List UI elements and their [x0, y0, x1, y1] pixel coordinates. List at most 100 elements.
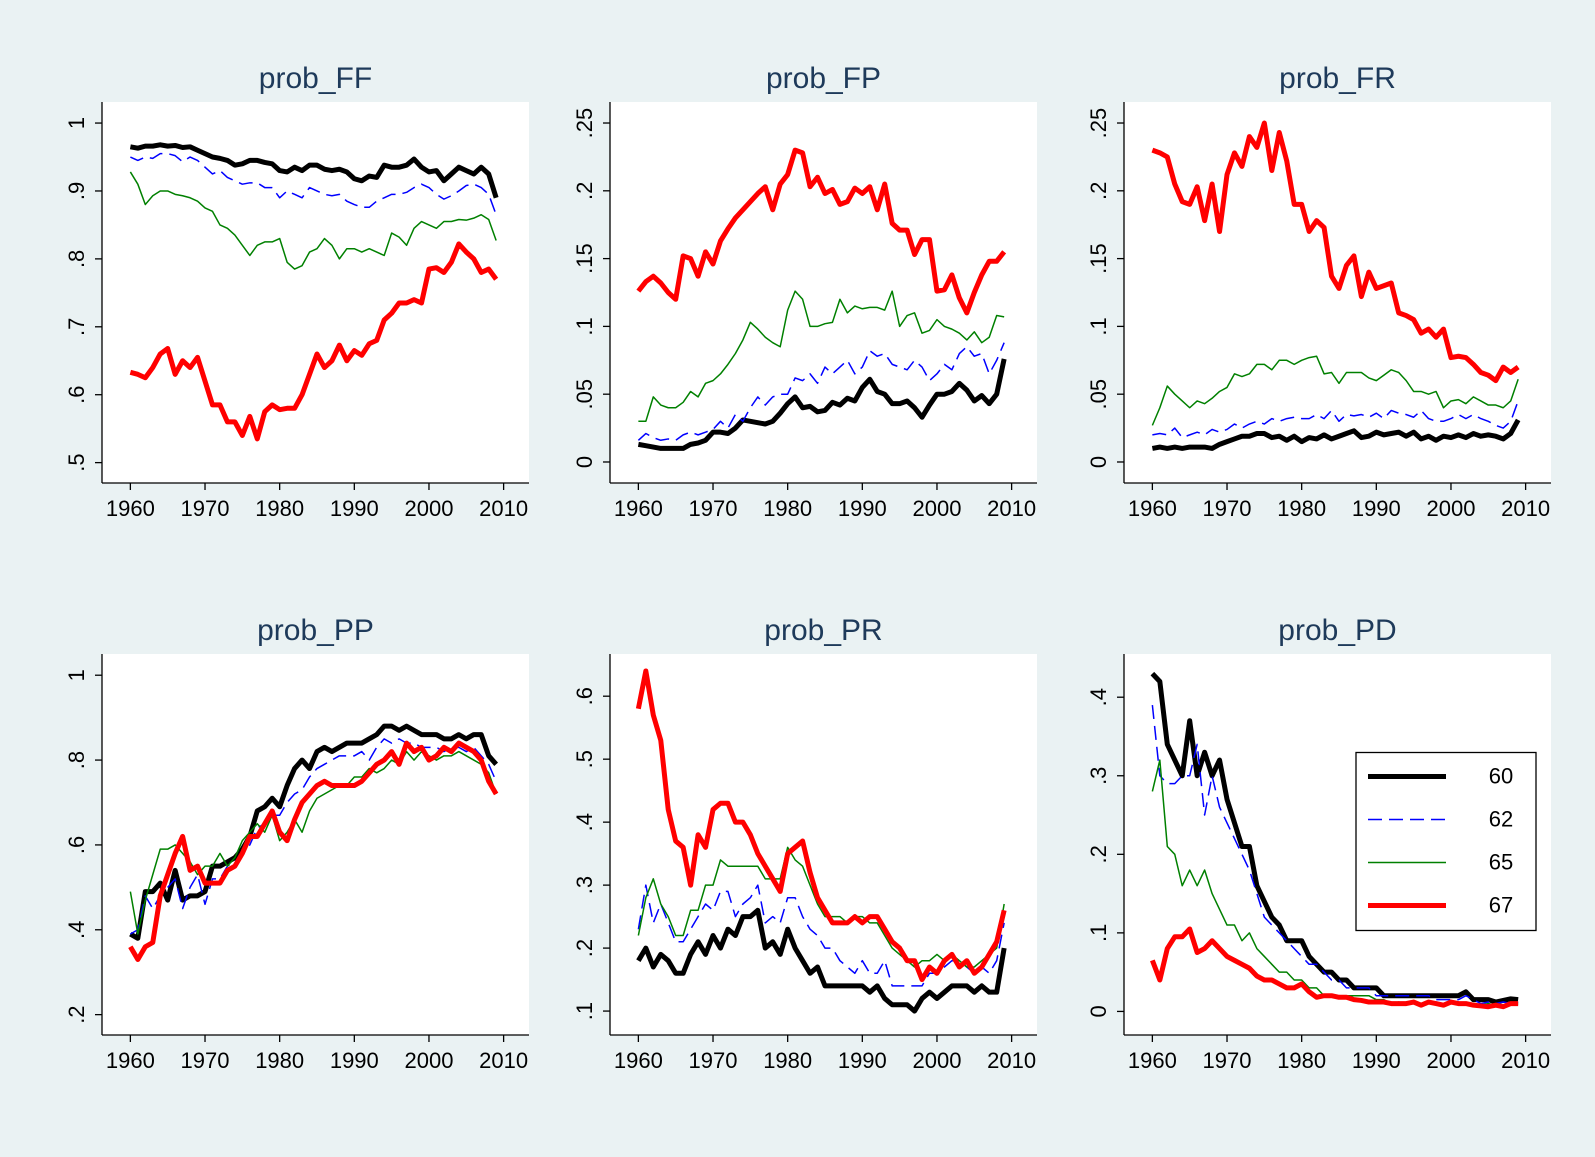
x-tick-label: 1980 — [763, 1048, 812, 1073]
x-tick-label: 1990 — [1352, 496, 1401, 521]
y-tick-label: .8 — [64, 751, 89, 769]
panel: prob_PP .2 .4 .6 .8 1 1960 1970 1980 1990 2000 2010 — [64, 614, 529, 1073]
y-tick-label: .1 — [1086, 317, 1111, 335]
data-line — [129, 738, 497, 935]
legend-label: 67 — [1489, 892, 1513, 917]
data-line — [635, 668, 1007, 983]
y-tick-label: .1 — [1086, 924, 1111, 942]
x-tick-label: 2010 — [987, 496, 1036, 521]
x-tick-label: 1960 — [614, 1048, 663, 1073]
x-tick-label: 2000 — [912, 496, 961, 521]
legend-label: 62 — [1489, 806, 1513, 831]
y-tick-label: .4 — [64, 921, 89, 939]
x-tick-label: 1970 — [181, 496, 230, 521]
data-line — [1150, 671, 1519, 1005]
panel: prob_FP 0 .05 .1 .15 .2 .25 1960 1970 1980 1990 200… — [572, 62, 1037, 521]
x-tick-label: 1980 — [255, 1048, 304, 1073]
plot-area — [102, 102, 529, 483]
data-line — [638, 290, 1005, 423]
panel: prob_PD 0 .1 .2 .3 .4 1960 1970 1980 1990 2000 2010… — [1086, 614, 1551, 1073]
y-tick-label: .6 — [64, 386, 89, 404]
x-tick-label: 1990 — [838, 1048, 887, 1073]
data-line — [1151, 355, 1519, 426]
y-tick-label: .1 — [572, 1002, 597, 1020]
x-tick-label: 1990 — [330, 496, 379, 521]
x-tick-label: 1990 — [1352, 1048, 1401, 1073]
y-tick-label: .25 — [572, 108, 597, 139]
x-tick-label: 1980 — [255, 496, 304, 521]
plot-area — [102, 654, 529, 1035]
chart-title: prob_FF — [259, 62, 372, 95]
data-line — [129, 142, 499, 199]
y-tick-label: .6 — [572, 687, 597, 705]
chart-title: prob_FP — [766, 62, 881, 95]
y-tick-label: 1 — [64, 669, 89, 681]
data-line — [130, 152, 497, 215]
y-tick-label: .2 — [64, 1005, 89, 1023]
y-tick-label: .4 — [572, 813, 597, 831]
x-tick-label: 1990 — [330, 1048, 379, 1073]
data-line — [637, 342, 1005, 442]
chart-title: prob_FR — [1279, 62, 1396, 95]
x-tick-label: 2000 — [912, 1048, 961, 1073]
y-tick-label: .15 — [1086, 243, 1111, 274]
x-tick-label: 2000 — [1426, 1048, 1475, 1073]
y-tick-label: .3 — [572, 876, 597, 894]
y-tick-label: .05 — [572, 379, 597, 410]
y-tick-label: 1 — [64, 117, 89, 129]
x-tick-label: 1970 — [1203, 1048, 1252, 1073]
data-line — [637, 358, 1007, 451]
y-tick-label: .1 — [572, 317, 597, 335]
y-tick-label: .3 — [1086, 767, 1111, 785]
data-line — [1152, 400, 1519, 439]
x-tick-label: 2010 — [1501, 1048, 1550, 1073]
x-tick-label: 1980 — [763, 496, 812, 521]
chart-title: prob_PP — [257, 614, 374, 647]
data-line — [1151, 120, 1520, 384]
data-line — [1151, 704, 1519, 1005]
x-tick-label: 1960 — [1128, 1048, 1177, 1073]
y-tick-label: .15 — [572, 243, 597, 274]
x-tick-label: 1980 — [1277, 496, 1326, 521]
plot-area — [610, 102, 1037, 483]
panel: prob_PR .1 .2 .3 .4 .5 .6 1960 1970 1980 1990 2000 2… — [572, 614, 1037, 1073]
legend: 60 62 65 67 — [1355, 751, 1537, 932]
y-tick-label: 0 — [1086, 456, 1111, 468]
legend-label: 65 — [1489, 849, 1513, 874]
x-tick-label: 1960 — [106, 1048, 155, 1073]
y-tick-label: .6 — [64, 836, 89, 854]
data-line — [636, 147, 1007, 316]
data-line — [128, 740, 499, 962]
y-tick-label: 0 — [572, 456, 597, 468]
legend-box — [1355, 751, 1537, 932]
data-line — [1150, 926, 1519, 1010]
y-tick-label: .9 — [64, 182, 89, 200]
x-tick-label: 2000 — [404, 496, 453, 521]
plot-area — [1124, 102, 1551, 483]
data-line — [636, 907, 1007, 1014]
y-tick-label: .25 — [1086, 108, 1111, 139]
legend-label: 60 — [1489, 763, 1513, 788]
y-tick-label: .2 — [572, 182, 597, 200]
chart-title: prob_PD — [1278, 614, 1396, 647]
y-tick-label: .5 — [64, 453, 89, 471]
x-tick-label: 1970 — [689, 496, 738, 521]
x-tick-label: 1960 — [1128, 496, 1177, 521]
x-tick-label: 2010 — [479, 1048, 528, 1073]
data-line — [1151, 418, 1521, 451]
y-tick-label: .2 — [1086, 182, 1111, 200]
y-tick-label: .2 — [1086, 845, 1111, 863]
x-tick-label: 2010 — [987, 1048, 1036, 1073]
x-tick-label: 2010 — [1501, 496, 1550, 521]
y-tick-label: .5 — [572, 750, 597, 768]
x-tick-label: 1980 — [1277, 1048, 1326, 1073]
x-tick-label: 1960 — [614, 496, 663, 521]
panel: prob_FF .5 .6 .7 .8 .9 1 1960 1970 1980 1990 2000 20… — [64, 62, 529, 521]
x-tick-label: 1970 — [689, 1048, 738, 1073]
data-line — [637, 884, 1005, 987]
x-tick-label: 1970 — [181, 1048, 230, 1073]
y-tick-label: 0 — [1086, 1005, 1111, 1017]
x-tick-label: 1970 — [1203, 496, 1252, 521]
y-tick-label: .8 — [64, 250, 89, 268]
